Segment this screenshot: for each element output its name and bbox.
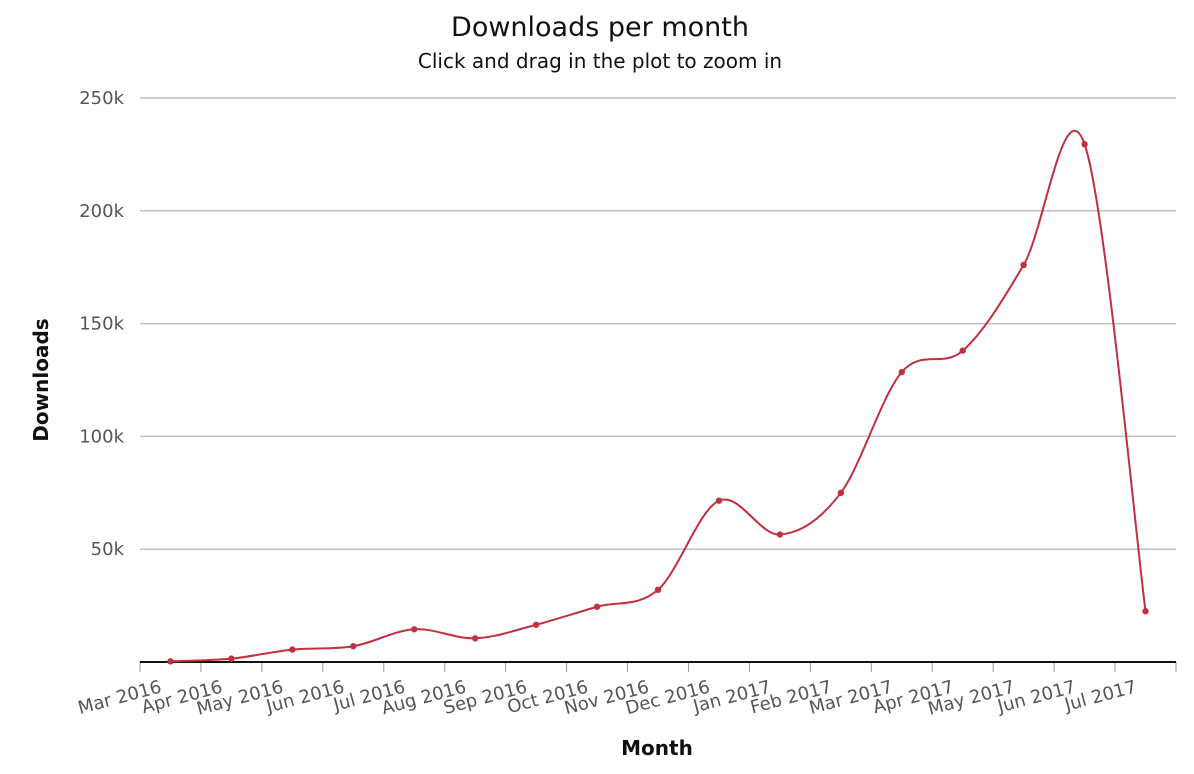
data-point[interactable] [289, 646, 296, 653]
series-layer[interactable] [167, 130, 1149, 665]
data-point[interactable] [1020, 261, 1027, 269]
chart-subtitle: Click and drag in the plot to zoom in [418, 49, 782, 73]
data-point[interactable] [959, 347, 966, 354]
data-point[interactable] [837, 489, 845, 496]
data-point[interactable] [471, 635, 479, 642]
y-tick-label: 200k [79, 201, 124, 222]
x-axis-title: Month [621, 736, 693, 760]
data-point[interactable] [654, 586, 662, 594]
data-point[interactable] [1142, 608, 1149, 615]
data-point[interactable] [228, 655, 235, 662]
y-axis-ticks: 50k 100k 150k 200k 250k [79, 88, 124, 560]
y-tick-label: 250k [79, 88, 124, 109]
data-point[interactable] [350, 643, 357, 650]
y-axis-title: Downloads [29, 318, 53, 441]
y-tick-label: 150k [79, 314, 124, 335]
data-point[interactable] [898, 368, 905, 376]
data-point[interactable] [167, 658, 174, 665]
data-point[interactable] [411, 626, 418, 633]
data-point[interactable] [532, 621, 540, 628]
data-point[interactable] [593, 603, 601, 610]
chart-title: Downloads per month [451, 12, 749, 43]
data-point[interactable] [776, 531, 784, 538]
data-point[interactable] [715, 497, 723, 504]
series-line[interactable] [170, 130, 1147, 663]
data-point[interactable] [1081, 141, 1088, 148]
y-tick-label: 50k [91, 539, 125, 560]
y-tick-label: 100k [79, 426, 124, 447]
grid-lines [140, 97, 1176, 550]
